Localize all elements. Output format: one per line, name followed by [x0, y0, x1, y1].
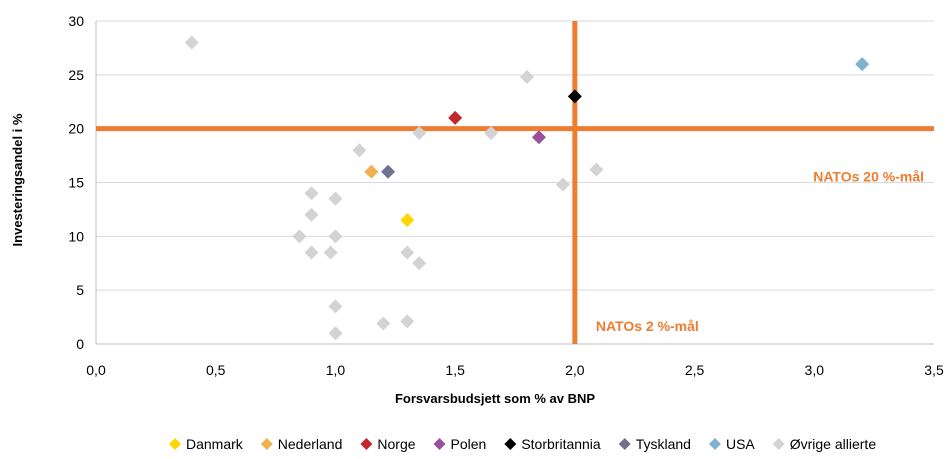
- legend-marker: [708, 438, 721, 450]
- data-point: [567, 89, 582, 104]
- reference-lines: NATOs 20 %-mål NATOs 2 %-mål: [96, 21, 934, 344]
- data-point: [855, 57, 870, 72]
- x-tick-label: 2,0: [565, 362, 585, 378]
- legend-marker: [360, 438, 373, 450]
- data-point: [381, 164, 396, 179]
- x-tick-label: 3,0: [805, 362, 825, 378]
- data-point: [448, 110, 463, 125]
- legend-marker: [504, 438, 517, 450]
- legend: Danmark Nederland Norge Polen Storbritannia T…: [169, 436, 876, 452]
- legend-label: Øvrige allierte: [790, 436, 877, 452]
- y-tick-label: 0: [76, 336, 84, 352]
- legend-label: Storbritannia: [521, 436, 601, 452]
- legend-label: Danmark: [186, 436, 244, 452]
- legend-marker: [433, 438, 446, 450]
- y-axis-title: Investeringsandel i %: [10, 113, 25, 246]
- legend-label: USA: [726, 436, 755, 452]
- y-tick-label: 25: [68, 67, 84, 83]
- y-tick-label: 20: [68, 121, 84, 137]
- data-point: [376, 316, 391, 331]
- x-tick-label: 2,5: [685, 362, 705, 378]
- data-point: [328, 299, 343, 314]
- y-tick-label: 15: [68, 175, 84, 191]
- data-point: [328, 229, 343, 244]
- legend-marker: [772, 438, 785, 450]
- data-point: [589, 162, 604, 177]
- data-point: [328, 326, 343, 341]
- x-tick-label: 3,5: [924, 362, 944, 378]
- x-tick-label: 0,0: [86, 362, 106, 378]
- data-point: [292, 229, 307, 244]
- data-point: [519, 69, 534, 84]
- data-point: [400, 314, 415, 329]
- legend-label: Tyskland: [636, 436, 691, 452]
- x-axis-ticks: 0,0 0,5 1,0 1,5 2,0 2,5 3,0 3,5: [86, 362, 944, 378]
- legend-marker: [169, 438, 181, 450]
- data-point: [531, 130, 546, 145]
- data-point: [328, 191, 343, 206]
- data-point: [184, 35, 199, 50]
- nato-20-percent-label: NATOs 20 %-mål: [813, 169, 924, 185]
- data-point: [364, 164, 379, 179]
- gridlines: [95, 20, 934, 345]
- x-tick-label: 1,5: [445, 362, 465, 378]
- x-axis-title: Forsvarsbudsjett som % av BNP: [395, 391, 595, 406]
- data-point: [484, 125, 499, 140]
- legend-label: Polen: [451, 436, 487, 452]
- data-point: [400, 213, 415, 228]
- y-axis-ticks: 0 5 10 15 20 25 30: [68, 13, 84, 352]
- x-tick-label: 0,5: [206, 362, 226, 378]
- y-tick-label: 10: [68, 228, 84, 244]
- data-point: [412, 125, 427, 140]
- data-point: [555, 177, 570, 192]
- legend-marker: [260, 438, 273, 450]
- data-points: [184, 35, 870, 341]
- y-tick-label: 30: [68, 13, 84, 29]
- data-point: [400, 245, 415, 260]
- legend-marker: [618, 438, 631, 450]
- legend-label: Nederland: [278, 436, 343, 452]
- data-point: [304, 245, 319, 260]
- data-point: [304, 207, 319, 222]
- nato-2-percent-label: NATOs 2 %-mål: [596, 318, 699, 334]
- data-point: [352, 143, 367, 158]
- data-point: [304, 186, 319, 201]
- legend-label: Norge: [377, 436, 415, 452]
- data-point: [412, 256, 427, 271]
- x-tick-label: 1,0: [326, 362, 346, 378]
- data-point: [323, 245, 338, 260]
- y-tick-label: 5: [76, 282, 84, 298]
